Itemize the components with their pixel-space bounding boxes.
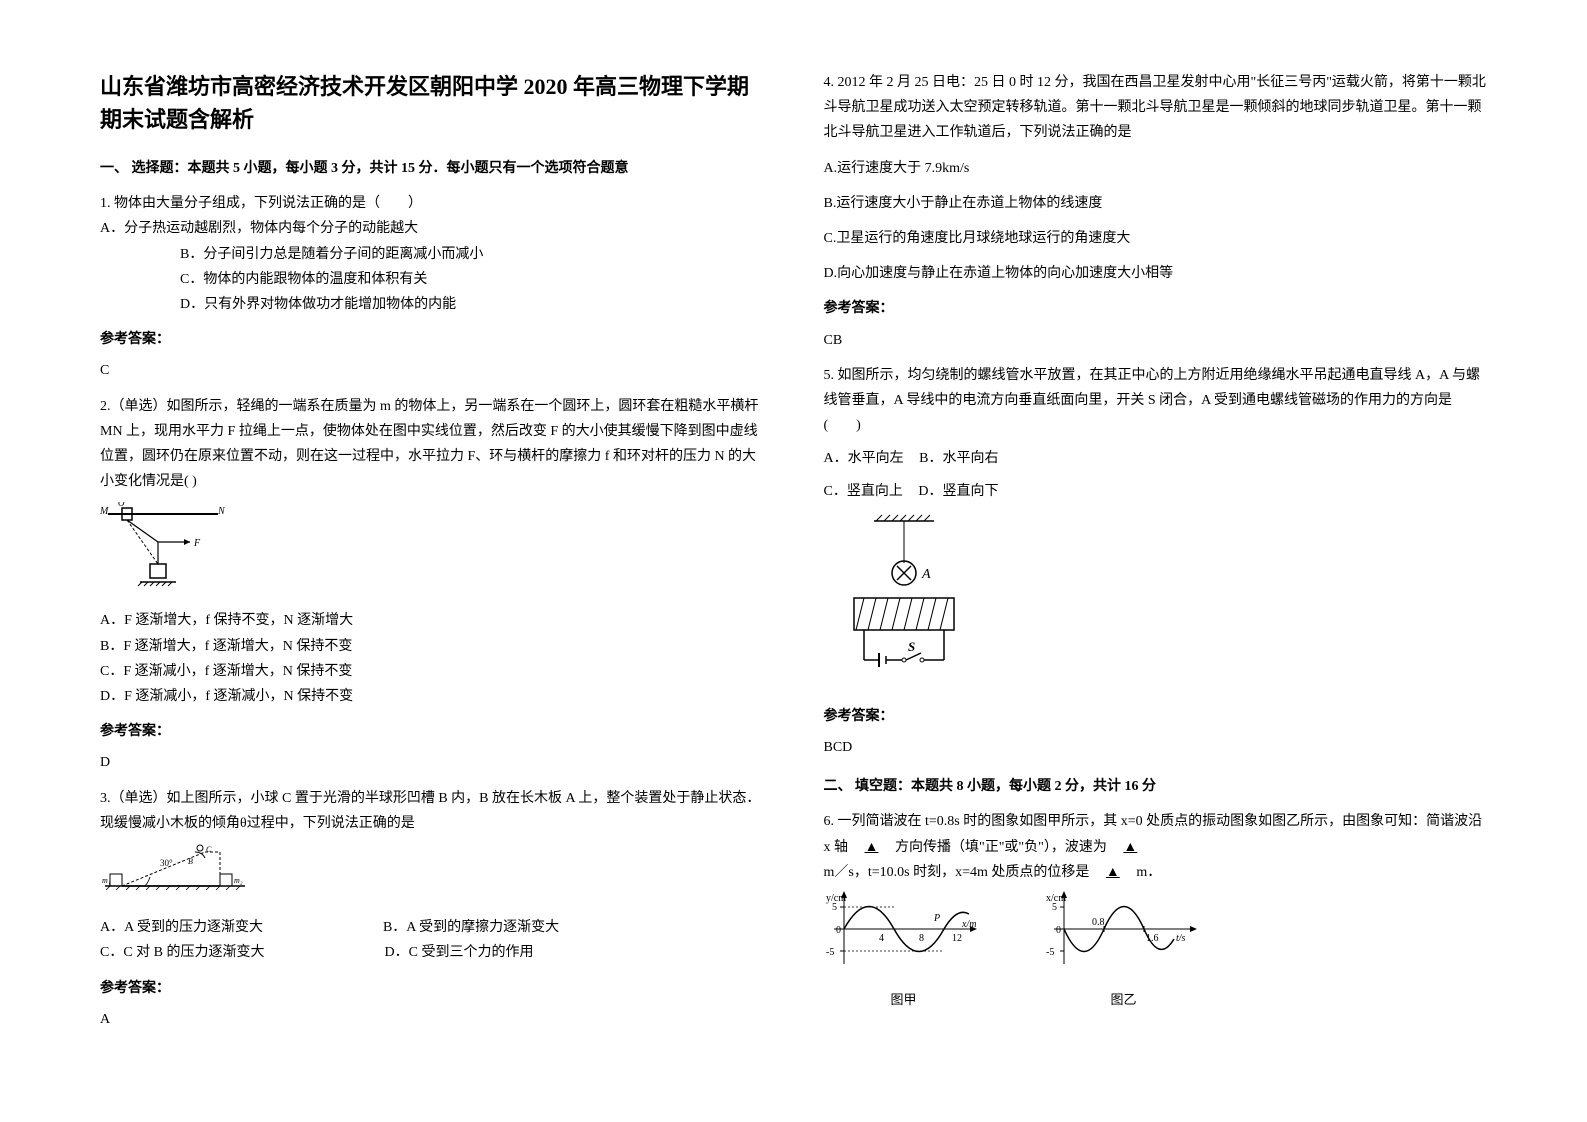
q4-stem: 4. 2012 年 2 月 25 日电：25 日 0 时 12 分，我国在西昌卫… — [824, 70, 1488, 146]
answer-label-4: 参考答案： — [824, 296, 1488, 321]
svg-text:B: B — [188, 857, 193, 866]
svg-text:5: 5 — [1052, 902, 1057, 913]
q1-answer: C — [100, 358, 764, 383]
q2-option-a: A．F 逐渐增大，f 保持不变，N 逐渐增大 — [100, 608, 764, 633]
answer-label-5: 参考答案： — [824, 704, 1488, 729]
fig-caption-1: 图甲 — [824, 988, 984, 1011]
question-2: 2.（单选）如图所示，轻绳的一端系在质量为 m 的物体上，另一端系在一个圆环上，… — [100, 394, 764, 710]
q6-stem-4: m． — [1136, 865, 1161, 880]
svg-text:A: A — [921, 567, 931, 582]
svg-text:30°: 30° — [160, 858, 173, 868]
question-3: 3.（单选）如上图所示，小球 C 置于光滑的半球形凹槽 B 内，B 放在长木板 … — [100, 786, 764, 966]
q1-option-a: A．分子热运动越剧烈，物体内每个分子的动能越大 — [100, 216, 764, 241]
q3-option-d: D．C 受到三个力的作用 — [385, 940, 534, 965]
q1-option-b: B．分子间引力总是随着分子间的距离减小而减小 — [100, 242, 764, 267]
q6-blank-2: ▲ — [1110, 835, 1150, 860]
q5-figure: A S — [824, 513, 1488, 692]
svg-text:F: F — [193, 538, 201, 549]
q2-stem: 2.（单选）如图所示，轻绳的一端系在质量为 m 的物体上，另一端系在一个圆环上，… — [100, 394, 764, 495]
answer-label-2: 参考答案： — [100, 719, 764, 744]
svg-text:M: M — [100, 506, 109, 517]
q5-option-b: B．水平向右 — [919, 451, 998, 466]
svg-text:m₁: m₁ — [102, 876, 111, 885]
question-5: 5. 如图所示，均匀绕制的螺线管水平放置，在其正中心的上方附近用绝缘绳水平吊起通… — [824, 363, 1488, 692]
q6-blank-1: ▲ — [852, 835, 892, 860]
q5-option-c: C．竖直向上 — [824, 484, 903, 499]
question-6: 6. 一列简谐波在 t=0.8s 时的图象如图甲所示，其 x=0 处质点的振动图… — [824, 809, 1488, 1011]
svg-text:-5: -5 — [826, 947, 834, 958]
svg-text:P: P — [933, 913, 940, 924]
svg-text:0.8: 0.8 — [1092, 917, 1105, 928]
q2-option-c: C．F 逐渐减小，f 逐渐增大，N 保持不变 — [100, 659, 764, 684]
q2-option-b: B．F 逐渐增大，f 逐渐增大，N 保持不变 — [100, 634, 764, 659]
svg-text:O: O — [118, 502, 125, 508]
left-column: 山东省潍坊市高密经济技术开发区朝阳中学 2020 年高三物理下学期期末试题含解析… — [100, 70, 764, 1082]
q4-option-d: D.向心加速度与静止在赤道上物体的向心加速度大小相等 — [824, 261, 1488, 286]
q2-figure: M N O F — [100, 502, 764, 596]
q6-figures: y/cm 5 0 -5 4 8 12 x/m P 图甲 — [824, 889, 1488, 1012]
fig-caption-2: 图乙 — [1044, 988, 1204, 1011]
q4-option-c: C.卫星运行的角速度比月球绕地球运行的角速度大 — [824, 226, 1488, 251]
answer-label-1: 参考答案： — [100, 327, 764, 352]
q5-option-d: D．竖直向下 — [918, 484, 998, 499]
svg-text:t/s: t/s — [1176, 933, 1186, 944]
q6-stem-3: m／s，t=10.0s 时刻，x=4m 处质点的位移是 — [824, 865, 1090, 880]
section1-header: 一、 选择题：本题共 5 小题，每小题 3 分，共计 15 分．每小题只有一个选… — [100, 156, 764, 181]
svg-text:S: S — [908, 639, 915, 654]
svg-text:N: N — [217, 506, 226, 517]
q6-stem-2: 方向传播（填"正"或"负"），波速为 — [895, 840, 1107, 855]
svg-text:0: 0 — [1056, 925, 1061, 936]
q3-option-c: C．C 对 B 的压力逐渐变大 — [100, 940, 265, 965]
q1-stem: 1. 物体由大量分子组成，下列说法正确的是（ ） — [100, 191, 764, 216]
q4-option-a: A.运行速度大于 7.9km/s — [824, 156, 1488, 181]
answer-label-3: 参考答案： — [100, 976, 764, 1001]
q3-figure: m₁ m₂ C 30° B — [100, 844, 764, 903]
q5-answer: BCD — [824, 735, 1488, 760]
q6-blank-3: ▲ — [1093, 860, 1133, 885]
q5-stem: 5. 如图所示，均匀绕制的螺线管水平放置，在其正中心的上方附近用绝缘绳水平吊起通… — [824, 363, 1488, 439]
q3-answer: A — [100, 1007, 764, 1032]
q3-stem: 3.（单选）如上图所示，小球 C 置于光滑的半球形凹槽 B 内，B 放在长木板 … — [100, 786, 764, 836]
section2-header: 二、 填空题：本题共 8 小题，每小题 2 分，共计 16 分 — [824, 774, 1488, 799]
q2-option-d: D．F 逐渐减小，f 逐渐减小，N 保持不变 — [100, 684, 764, 709]
question-1: 1. 物体由大量分子组成，下列说法正确的是（ ） A．分子热运动越剧烈，物体内每… — [100, 191, 764, 317]
q6-figure-1: y/cm 5 0 -5 4 8 12 x/m P 图甲 — [824, 889, 984, 1012]
question-4: 4. 2012 年 2 月 25 日电：25 日 0 时 12 分，我国在西昌卫… — [824, 70, 1488, 286]
q3-option-b: B．A 受到的摩擦力逐渐变大 — [383, 915, 559, 940]
exam-title: 山东省潍坊市高密经济技术开发区朝阳中学 2020 年高三物理下学期期末试题含解析 — [100, 70, 764, 136]
q4-answer: CB — [824, 328, 1488, 353]
svg-text:8: 8 — [919, 933, 924, 944]
svg-text:x/m: x/m — [961, 919, 976, 930]
svg-text:4: 4 — [879, 933, 884, 944]
svg-text:0: 0 — [836, 925, 841, 936]
q2-answer: D — [100, 750, 764, 775]
q1-option-c: C．物体的内能跟物体的温度和体积有关 — [100, 267, 764, 292]
svg-text:5: 5 — [832, 902, 837, 913]
q5-option-a: A．水平向左 — [824, 451, 904, 466]
q4-option-b: B.运行速度大小于静止在赤道上物体的线速度 — [824, 191, 1488, 216]
svg-text:-5: -5 — [1046, 947, 1054, 958]
q3-option-a: A．A 受到的压力逐渐变大 — [100, 915, 263, 940]
svg-text:C: C — [206, 845, 212, 854]
q6-figure-2: x/cm 5 0 -5 0.8 1.6 t/s 图乙 — [1044, 889, 1204, 1012]
svg-text:12: 12 — [952, 933, 962, 944]
q1-option-d: D．只有外界对物体做功才能增加物体的内能 — [100, 292, 764, 317]
right-column: 4. 2012 年 2 月 25 日电：25 日 0 时 12 分，我国在西昌卫… — [824, 70, 1488, 1082]
svg-text:m₂: m₂ — [234, 876, 243, 885]
